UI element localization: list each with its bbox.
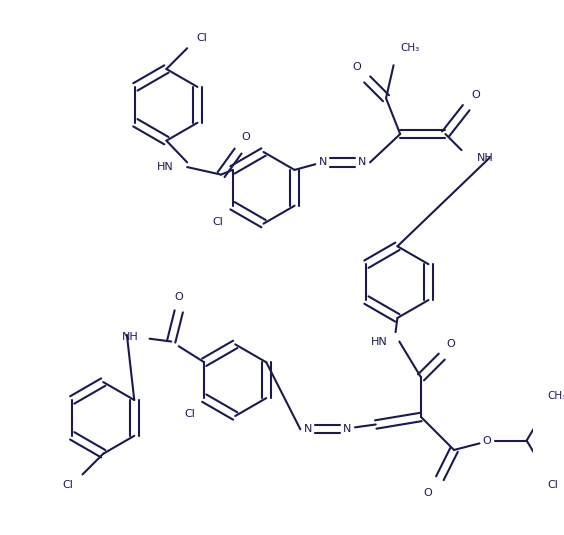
Text: O: O bbox=[352, 62, 362, 72]
Text: O: O bbox=[471, 90, 479, 100]
Text: Cl: Cl bbox=[184, 409, 195, 419]
Text: N: N bbox=[303, 424, 312, 434]
Text: O: O bbox=[174, 292, 183, 302]
Text: N: N bbox=[358, 157, 367, 167]
Text: O: O bbox=[483, 435, 491, 446]
Text: O: O bbox=[424, 488, 433, 498]
Text: CH₃: CH₃ bbox=[400, 43, 420, 53]
Text: NH: NH bbox=[121, 332, 138, 342]
Text: Cl: Cl bbox=[62, 480, 73, 490]
Text: N: N bbox=[319, 157, 327, 167]
Text: NH: NH bbox=[477, 152, 494, 163]
Text: HN: HN bbox=[371, 337, 388, 347]
Text: O: O bbox=[447, 339, 455, 349]
Text: Cl: Cl bbox=[548, 480, 558, 490]
Text: N: N bbox=[343, 424, 351, 434]
Text: Cl: Cl bbox=[197, 33, 208, 43]
Text: O: O bbox=[242, 132, 250, 142]
Text: Cl: Cl bbox=[212, 217, 223, 227]
Text: HN: HN bbox=[157, 162, 174, 172]
Text: CH₃: CH₃ bbox=[548, 391, 564, 401]
